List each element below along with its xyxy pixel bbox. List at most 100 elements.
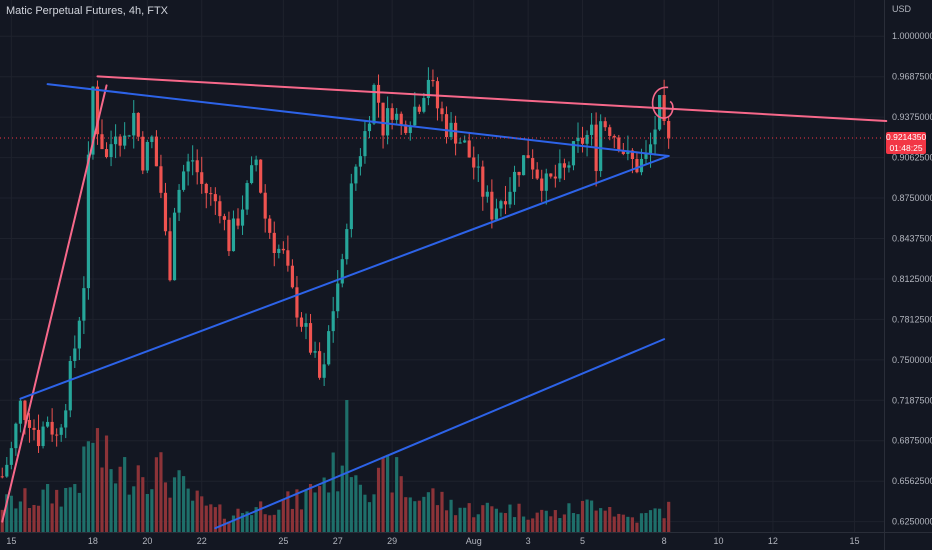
candle-body: [531, 158, 535, 170]
volume-bar: [250, 515, 254, 532]
candle-body: [159, 166, 163, 193]
candle-body: [376, 84, 381, 103]
volume-bar: [127, 494, 131, 532]
volume-bar: [503, 513, 508, 532]
volume-bar: [159, 452, 163, 532]
candle-body: [191, 160, 195, 162]
candle-body: [327, 331, 331, 365]
candle-body: [354, 166, 358, 184]
candle-body: [5, 464, 9, 477]
candle-body: [18, 400, 22, 424]
candle-body: [490, 191, 494, 220]
candle-body: [408, 125, 412, 133]
candle-body: [644, 153, 648, 159]
volume-bar: [172, 477, 177, 532]
candle-body: [585, 134, 589, 144]
candle-body: [150, 136, 154, 142]
candle-body: [104, 149, 109, 157]
candle-body: [304, 323, 308, 327]
volume-bar: [367, 502, 372, 532]
candle-body: [630, 150, 634, 160]
volume-bar: [540, 509, 544, 532]
volume-bar: [227, 521, 231, 532]
candle-body: [254, 159, 258, 166]
volume-bar: [390, 492, 394, 532]
candle-body: [55, 434, 59, 436]
volume-bar: [272, 514, 276, 532]
candle-body: [281, 248, 285, 251]
volume-bar: [476, 514, 480, 532]
volume-bar: [417, 500, 421, 532]
candle-body: [372, 84, 376, 124]
blue-trendline: [19, 154, 670, 400]
candle-body: [426, 79, 430, 99]
volume-bar: [304, 489, 308, 532]
volume-bar: [299, 509, 304, 532]
volume-bar: [104, 435, 109, 532]
volume-bar: [553, 510, 557, 532]
candle-body: [172, 212, 177, 281]
volume-bar: [100, 467, 104, 532]
y-tick-label: 0.8750000: [892, 193, 932, 203]
candle-body: [245, 183, 249, 210]
candle-body: [576, 137, 580, 142]
volume-bar: [603, 510, 607, 532]
candle-body: [209, 193, 213, 195]
candle-body: [322, 364, 326, 378]
candle-body: [417, 106, 421, 112]
candle-body: [390, 108, 394, 120]
candle-body: [617, 137, 621, 151]
volume-bar: [531, 518, 535, 532]
candle-body: [277, 248, 281, 253]
candle-body: [345, 229, 349, 260]
y-tick-label: 0.6250000: [892, 517, 932, 527]
candle-body: [250, 165, 254, 184]
candle-body: [259, 159, 263, 193]
volume-bar: [508, 504, 512, 532]
x-tick-label: 12: [768, 536, 778, 546]
volume-bar: [86, 441, 90, 532]
x-tick-label: 8: [662, 536, 667, 546]
volume-bar: [639, 513, 644, 532]
candle-body: [454, 122, 458, 144]
candle-body: [82, 288, 86, 321]
candle-body: [340, 259, 344, 284]
candle-body: [195, 160, 199, 173]
candle-body: [186, 161, 190, 172]
volume-bar: [277, 509, 281, 532]
candle-body: [503, 201, 508, 205]
candle-body: [499, 201, 503, 209]
x-tick-label: 15: [850, 536, 860, 546]
candle-body: [399, 113, 403, 125]
volume-bar: [395, 457, 399, 532]
volume-bar: [481, 505, 485, 532]
candle-body: [386, 108, 390, 136]
candle-body: [109, 144, 113, 157]
volume-bar: [499, 512, 503, 532]
candle-body: [50, 421, 54, 435]
volume-bar: [544, 510, 548, 532]
candle-body: [458, 142, 462, 144]
candle-body: [308, 323, 313, 353]
volume-bar: [599, 508, 603, 532]
x-tick-label: 29: [387, 536, 397, 546]
candle-body: [395, 113, 399, 120]
volume-bar: [123, 457, 127, 532]
volume-bar: [435, 505, 440, 532]
volume-bar: [549, 516, 553, 532]
volume-bar: [472, 517, 476, 532]
volume-bar: [154, 457, 158, 532]
volume-bar: [494, 508, 498, 532]
volume-bar: [182, 476, 186, 532]
candle-body: [127, 135, 131, 137]
candle-body: [318, 351, 322, 378]
volume-bar: [580, 500, 585, 532]
volume-bar: [608, 506, 612, 532]
volume-bar: [55, 489, 59, 532]
volume-bar: [254, 507, 258, 532]
candle-body: [64, 410, 68, 428]
pink-trendline: [96, 75, 888, 123]
candle-body: [621, 150, 625, 154]
